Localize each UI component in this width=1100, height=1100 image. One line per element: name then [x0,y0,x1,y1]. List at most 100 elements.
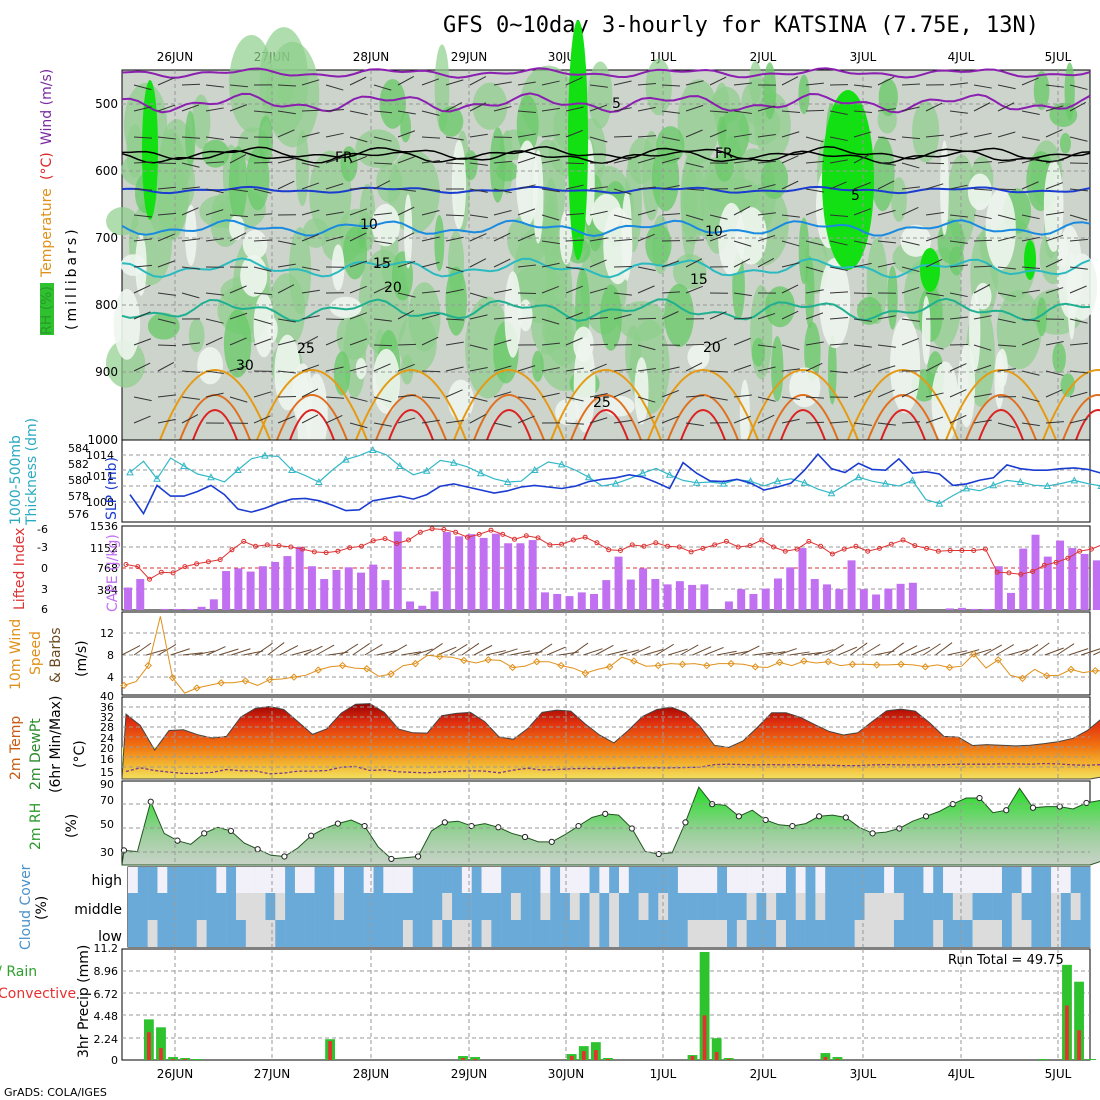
wind-barb [541,342,560,346]
wind-barb [253,391,272,398]
rh-marker [1083,799,1090,807]
surface-wind-barb [680,644,699,656]
cloud-cell-middle [776,893,787,920]
temp-axis-label-4: (°C) [72,740,88,768]
wind-barb [613,188,632,195]
rh-saturated [568,20,588,260]
surface-wind-barb [425,642,443,656]
wind-barb [301,209,320,216]
wind-barb [541,367,560,372]
surface-wind-barb [692,646,712,656]
thickness-marker [342,455,350,463]
wind-barb [685,362,703,372]
lifted-index-marker [335,548,341,554]
cloud-cell-low [393,920,404,947]
thickness-marker [584,473,593,481]
surface-wind-barb [777,648,797,656]
rh-shade-moist [516,95,539,154]
wind-barb [565,213,584,216]
cape-bars [124,531,1100,610]
wind-axis-label-1: 10m Wind [8,619,24,690]
wind-barb [133,264,152,268]
rh-shade-moist [438,106,464,137]
wind-barb [349,338,368,346]
cloud-cell-low [550,920,561,947]
contour-line [122,145,1091,161]
cloud-cell-low [491,920,502,947]
thickness-marker [989,481,998,489]
rh-shade-moist [489,127,506,203]
wind-barb [301,289,320,294]
cape-bar [222,571,231,610]
surface-wind-barb [995,644,1015,656]
top-date-label: 4JUL [948,50,975,64]
temp-axis-label-1: 2m Temp [8,716,24,780]
temperature-contours [121,67,1100,441]
wind-barb [517,156,536,164]
cape-bar [381,580,390,610]
bottom-date-label: 5JUL [1045,1067,1072,1081]
hot-contour [388,409,434,441]
wind-barb [421,159,440,164]
wind-barb [469,133,488,138]
cloud-cell-low [952,920,963,947]
wind-barb [853,182,871,190]
thickness-marker [1016,477,1025,485]
temperature-tick: 32 [100,711,114,724]
wind-barb [205,107,224,112]
wind-barb [373,240,392,245]
lifted-index-tick: -3 [37,541,48,554]
wind-barb [277,340,296,346]
wind-barb [325,156,344,164]
cloud-cell-low [805,920,816,947]
rh-shade [912,101,940,163]
rh-shade-dry [559,210,574,265]
wind-barb [181,370,200,373]
cape-tick: 1152 [90,542,118,555]
bottom-date-label: 26JUN [157,1067,194,1081]
wind-barb [517,133,536,138]
cloud-cell-high [275,867,286,893]
cloud-cell-high [314,867,325,893]
lifted-index-marker [582,534,588,540]
wind-barb [277,370,296,374]
cloud-cell-middle [294,893,305,920]
surface-wind-barb [619,649,640,656]
wind-barb [541,214,560,221]
wind-barb [1021,338,1039,346]
cloud-cell-middle [638,893,649,920]
cloud-cell-low [913,920,924,947]
cloud-cell-high [294,867,305,893]
cloud-cell-low [1051,920,1062,947]
lifted-index-marker [723,538,729,544]
cloud-cell-low [304,920,315,947]
cape-bar [528,540,537,610]
wind-barb [397,130,416,138]
surface-wind-barb [1093,651,1100,656]
surface-wind-marker [435,652,444,661]
precip-convective-bar [159,1048,163,1060]
cape-bar [1068,548,1077,610]
wind-barb [157,418,176,424]
wind-barb [157,394,176,398]
thickness-marker [827,489,836,497]
pressure-tick: 900 [95,365,118,379]
wind-barb [565,422,584,425]
wind-barb [133,284,151,294]
cloud-cell-high [658,867,669,893]
wind-barb [181,342,200,346]
slp-series [129,452,1100,516]
cloud-cell-high [412,867,423,893]
wind-barb [877,180,895,190]
cape-bar [479,537,488,610]
lifted-index-marker [935,548,941,554]
wind-barb [901,421,920,424]
cloud-cell-low [903,920,914,947]
hot-contour [680,409,726,441]
wind-barb [997,102,1015,112]
rh-shade-dry [900,224,932,257]
rh-shade-moist [771,336,784,402]
surface-wind-barb [255,642,273,656]
wind-barb [925,362,943,372]
cloud-cell-low [147,920,158,947]
